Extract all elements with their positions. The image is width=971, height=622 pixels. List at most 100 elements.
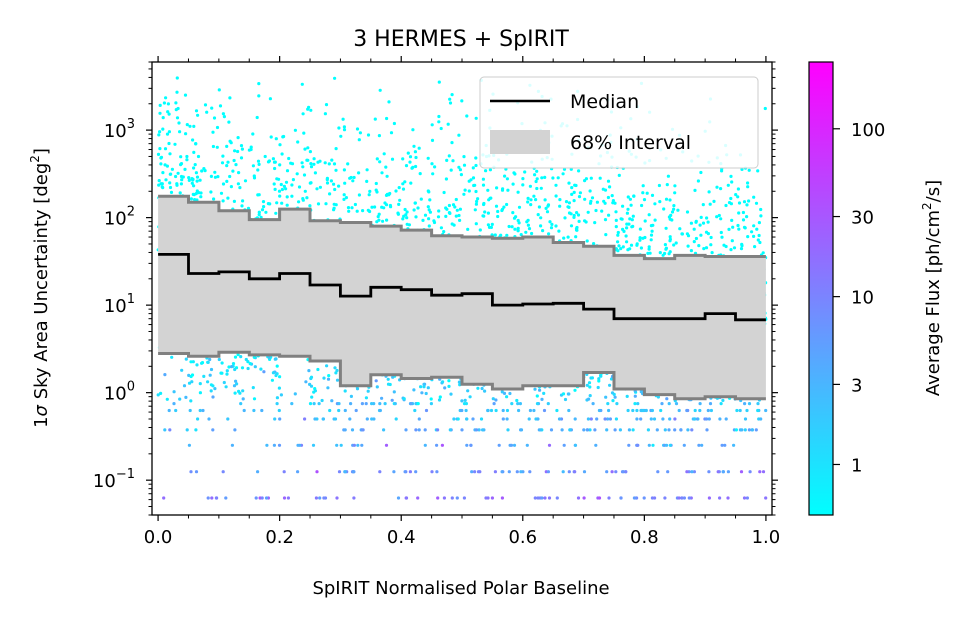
scatter-point bbox=[382, 428, 386, 432]
scatter-point bbox=[431, 172, 435, 176]
scatter-point bbox=[693, 188, 697, 192]
scatter-point bbox=[656, 395, 661, 399]
scatter-point bbox=[335, 378, 340, 382]
scatter-point bbox=[674, 402, 679, 406]
scatter-point bbox=[469, 443, 473, 447]
scatter-point bbox=[222, 115, 226, 119]
scatter-point bbox=[239, 355, 243, 359]
scatter-point bbox=[396, 496, 401, 500]
scatter-point bbox=[489, 196, 493, 200]
scatter-point bbox=[519, 428, 523, 432]
scatter-point bbox=[557, 229, 561, 233]
scatter-point bbox=[745, 215, 749, 219]
scatter-point bbox=[697, 443, 701, 447]
scatter-point bbox=[193, 198, 197, 202]
scatter-point bbox=[735, 408, 739, 413]
scatter-point bbox=[419, 385, 423, 389]
scatter-point bbox=[600, 209, 604, 213]
scatter-point bbox=[697, 244, 701, 248]
scatter-point bbox=[702, 247, 706, 251]
scatter-point bbox=[724, 244, 728, 249]
scatter-point bbox=[209, 190, 213, 194]
scatter-point bbox=[593, 428, 597, 432]
scatter-point bbox=[304, 380, 308, 384]
scatter-point bbox=[605, 428, 609, 432]
scatter-point bbox=[342, 125, 346, 129]
scatter-point bbox=[444, 214, 448, 218]
scatter-point bbox=[647, 247, 651, 251]
scatter-point bbox=[756, 408, 760, 413]
scatter-point bbox=[639, 417, 643, 421]
scatter-point bbox=[252, 174, 256, 178]
scatter-point bbox=[265, 443, 269, 447]
scatter-point bbox=[172, 390, 176, 394]
scatter-point bbox=[457, 165, 461, 169]
scatter-point bbox=[594, 443, 598, 447]
scatter-point bbox=[392, 470, 396, 474]
scatter-point bbox=[528, 470, 532, 474]
scatter-point bbox=[405, 210, 409, 214]
legend-interval-label: 68% Interval bbox=[570, 132, 691, 154]
scatter-point bbox=[698, 402, 702, 406]
scatter-point bbox=[474, 189, 478, 194]
scatter-point bbox=[158, 130, 162, 134]
scatter-point bbox=[163, 163, 167, 167]
scatter-point bbox=[736, 223, 740, 228]
scatter-point bbox=[740, 244, 744, 248]
scatter-point bbox=[196, 113, 200, 117]
scatter-point bbox=[361, 209, 365, 213]
scatter-point bbox=[651, 223, 655, 227]
scatter-point bbox=[698, 223, 702, 227]
scatter-point bbox=[727, 201, 732, 205]
scatter-point bbox=[300, 82, 304, 86]
scatter-point bbox=[574, 235, 578, 239]
scatter-point bbox=[225, 369, 229, 373]
scatter-point bbox=[252, 355, 256, 359]
scatter-point bbox=[279, 393, 283, 397]
scatter-point bbox=[586, 210, 590, 214]
scatter-point bbox=[501, 408, 505, 413]
scatter-point bbox=[372, 417, 376, 421]
scatter-point bbox=[301, 112, 305, 116]
chart-title: 3 HERMES + SpIRIT bbox=[353, 27, 569, 52]
scatter-point bbox=[241, 199, 245, 203]
scatter-point bbox=[731, 225, 735, 229]
scatter-point bbox=[670, 210, 675, 214]
scatter-point bbox=[374, 379, 378, 383]
scatter-point bbox=[708, 202, 712, 206]
scatter-point bbox=[747, 199, 751, 203]
scatter-point bbox=[532, 194, 536, 198]
scatter-point bbox=[607, 213, 611, 217]
scatter-point bbox=[234, 163, 238, 167]
scatter-point bbox=[490, 496, 494, 500]
scatter-point bbox=[337, 402, 341, 406]
scatter-point bbox=[635, 417, 639, 421]
scatter-point bbox=[664, 226, 668, 230]
scatter-point bbox=[570, 186, 574, 190]
scatter-point bbox=[707, 470, 711, 474]
scatter-point bbox=[737, 201, 742, 205]
scatter-point bbox=[378, 402, 382, 406]
colorbar-gradient bbox=[808, 61, 834, 516]
scatter-point bbox=[430, 138, 435, 142]
scatter-point bbox=[285, 203, 289, 207]
scatter-point bbox=[745, 408, 749, 413]
scatter-point bbox=[651, 443, 655, 447]
scatter-point bbox=[750, 428, 755, 432]
scatter-point bbox=[673, 184, 677, 188]
scatter-point bbox=[521, 183, 525, 187]
scatter-point bbox=[610, 194, 614, 198]
scatter-point bbox=[209, 389, 213, 393]
scatter-point bbox=[500, 496, 504, 500]
scatter-point bbox=[721, 470, 726, 474]
scatter-point bbox=[615, 402, 619, 406]
scatter-point bbox=[655, 428, 659, 432]
scatter-point bbox=[599, 374, 603, 378]
scatter-point bbox=[558, 198, 562, 202]
scatter-point bbox=[239, 156, 244, 160]
scatter-point bbox=[231, 169, 235, 173]
scatter-point bbox=[740, 167, 744, 171]
scatter-point bbox=[737, 227, 741, 231]
scatter-point bbox=[756, 169, 760, 173]
